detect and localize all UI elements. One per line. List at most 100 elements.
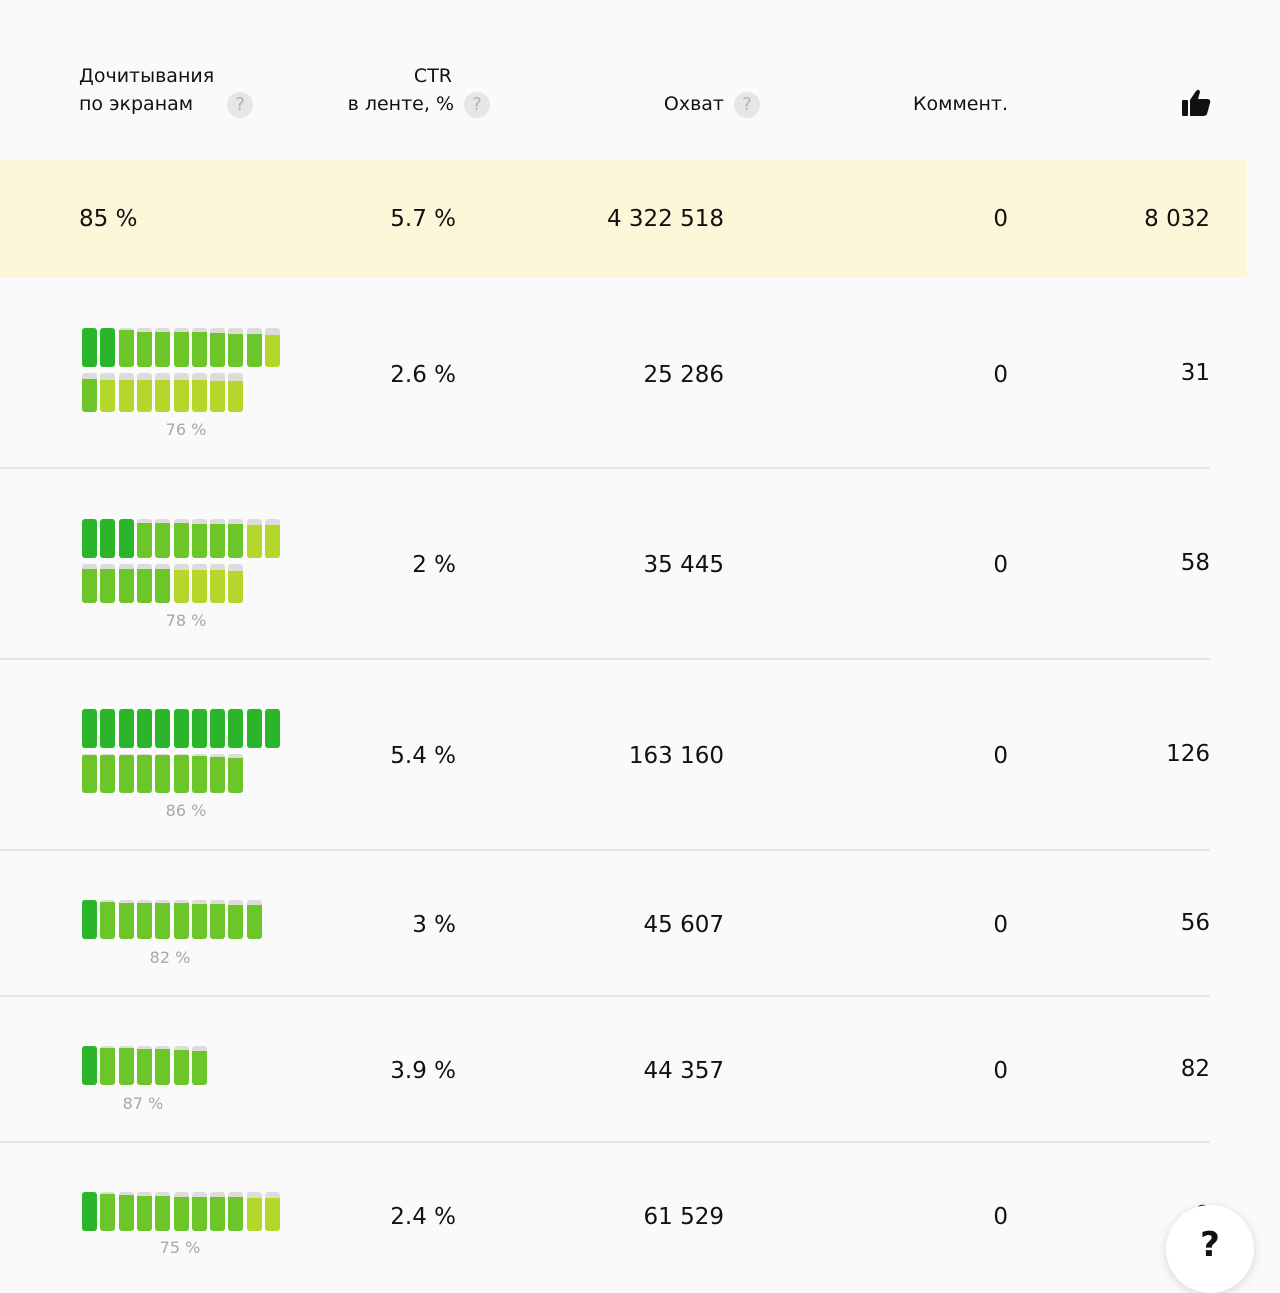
read-depth-bar (210, 373, 226, 412)
read-depth-bar (118, 754, 134, 793)
read-depth-bar-fill (210, 524, 226, 558)
read-depth-bar (100, 564, 116, 603)
read-depth-bar-fill (82, 328, 97, 367)
read-depth-bar (118, 564, 134, 603)
help-icon[interactable]: ? (734, 91, 760, 118)
read-depth-bar (191, 709, 207, 748)
read-depth-bar (100, 754, 116, 793)
read-depth-bar (82, 519, 97, 558)
read-depth-bar (118, 519, 134, 558)
ctr-title-line1: CTR (413, 65, 452, 87)
read-depth-bar-fill (155, 903, 171, 939)
read-depth-bar-fill (228, 334, 244, 367)
reach-value: 25 286 (643, 362, 724, 388)
read-depth-bar-fill (136, 755, 152, 793)
column-reach: Охват? (600, 90, 760, 118)
read-depth-bar-fill (246, 709, 262, 748)
read-depth-bar (265, 519, 280, 558)
ctr-value: 3 % (412, 912, 456, 938)
read-depth-percent: 75 % (159, 1238, 201, 1257)
read-depth-bar-fill (265, 709, 280, 748)
read-depth-bar (191, 1192, 207, 1231)
read-depth-percent: 82 % (149, 948, 191, 967)
read-depth-bar-fill (100, 1194, 116, 1231)
table-row[interactable]: 86 % 5.4 % 163 160 0 126 (0, 659, 1280, 851)
table-row[interactable]: 82 % 3 % 45 607 0 56 (0, 850, 1280, 997)
read-depth-bar-fill (191, 524, 207, 558)
read-depth-bar-fill (82, 755, 97, 793)
read-depth-bar (100, 1046, 116, 1085)
read-depth-bar (100, 328, 116, 367)
read-depth-bar (118, 1192, 134, 1231)
row-divider (0, 467, 1210, 469)
help-button[interactable]: ? (1166, 1205, 1254, 1293)
likes-value: 126 (1166, 741, 1210, 767)
summary-likes: 8 032 (1144, 206, 1210, 232)
comments-value: 0 (993, 552, 1008, 578)
read-depth-bar (136, 373, 152, 412)
read-depth-bar-fill (100, 569, 116, 603)
table-row[interactable]: 87 % 3.9 % 44 357 0 82 (0, 996, 1280, 1143)
reach-title: Охват (663, 93, 724, 115)
read-depth-bar (100, 1192, 116, 1231)
read-depth-bar-fill (191, 756, 207, 793)
reach-value: 45 607 (643, 912, 724, 938)
read-depth-bar (191, 754, 207, 793)
read-depth-bar-fill (173, 755, 189, 793)
row-divider (0, 658, 1210, 660)
read-depth-bar (228, 328, 244, 367)
read-depth-bar (155, 754, 171, 793)
column-likes (1180, 88, 1212, 126)
read-depth-bar (155, 1046, 171, 1085)
read-depth-bar (191, 1046, 207, 1085)
ctr-value: 2.4 % (390, 1204, 456, 1230)
summary-reach: 4 322 518 (606, 206, 724, 232)
ctr-value: 2 % (412, 552, 456, 578)
read-depth-bar (118, 709, 134, 748)
summary-comments: 0 (993, 206, 1008, 232)
read-depth-title-text: по экранам (79, 93, 194, 115)
read-depth-bar (173, 1192, 189, 1231)
read-depth-bar-fill (118, 755, 134, 793)
reach-value: 44 357 (643, 1058, 724, 1084)
read-depth-bar (210, 328, 226, 367)
read-depth-bar (173, 754, 189, 793)
read-depth-bar-fill (100, 328, 116, 367)
read-depth-bar-fill (210, 570, 226, 603)
read-depth-bar-fill (155, 523, 171, 558)
read-depth-bar-fill (136, 380, 152, 412)
read-depth-bar-fill (118, 569, 134, 603)
read-depth-title-line2: по экранам? (79, 90, 254, 118)
read-depth-bar-fill (100, 902, 116, 939)
read-depth-bar-fill (100, 1048, 116, 1085)
comments-value: 0 (993, 1058, 1008, 1084)
table-row[interactable]: 76 % 2.6 % 25 286 0 31 (0, 278, 1280, 469)
read-depth-bar-fill (155, 569, 171, 603)
help-icon[interactable]: ? (227, 91, 254, 118)
read-depth-bar-fill (265, 1198, 280, 1231)
read-depth-bar-fill (118, 903, 134, 939)
read-depth-bar-fill (246, 1198, 262, 1231)
read-depth-bar (136, 709, 152, 748)
read-depth-bar (210, 900, 226, 939)
help-icon[interactable]: ? (464, 91, 490, 118)
table-row[interactable]: 75 % 2.4 % 61 529 0 8 (0, 1142, 1280, 1257)
read-depth-bar-fill (173, 709, 189, 748)
reach-value: 35 445 (643, 552, 724, 578)
read-depth-bar-fill (173, 903, 189, 939)
read-depth-bar (191, 564, 207, 603)
read-depth-bar-fill (100, 519, 116, 558)
read-depth-bar (246, 900, 262, 939)
read-depth-bar (228, 754, 244, 793)
summary-row: 85 % 5.7 % 4 322 518 0 8 032 (0, 160, 1247, 278)
read-depth-bar-fill (136, 1049, 152, 1085)
read-depth-bar (173, 564, 189, 603)
table-row[interactable]: 78 % 2 % 35 445 0 58 (0, 468, 1280, 660)
summary-read-depth: 85 % (79, 206, 138, 232)
read-depth-bar-fill (173, 523, 189, 558)
read-depth-bar (265, 709, 280, 748)
read-depth-bar (82, 900, 97, 939)
read-depth-bar (155, 519, 171, 558)
read-depth-bar-fill (173, 1050, 189, 1085)
read-depth-bar (210, 754, 226, 793)
